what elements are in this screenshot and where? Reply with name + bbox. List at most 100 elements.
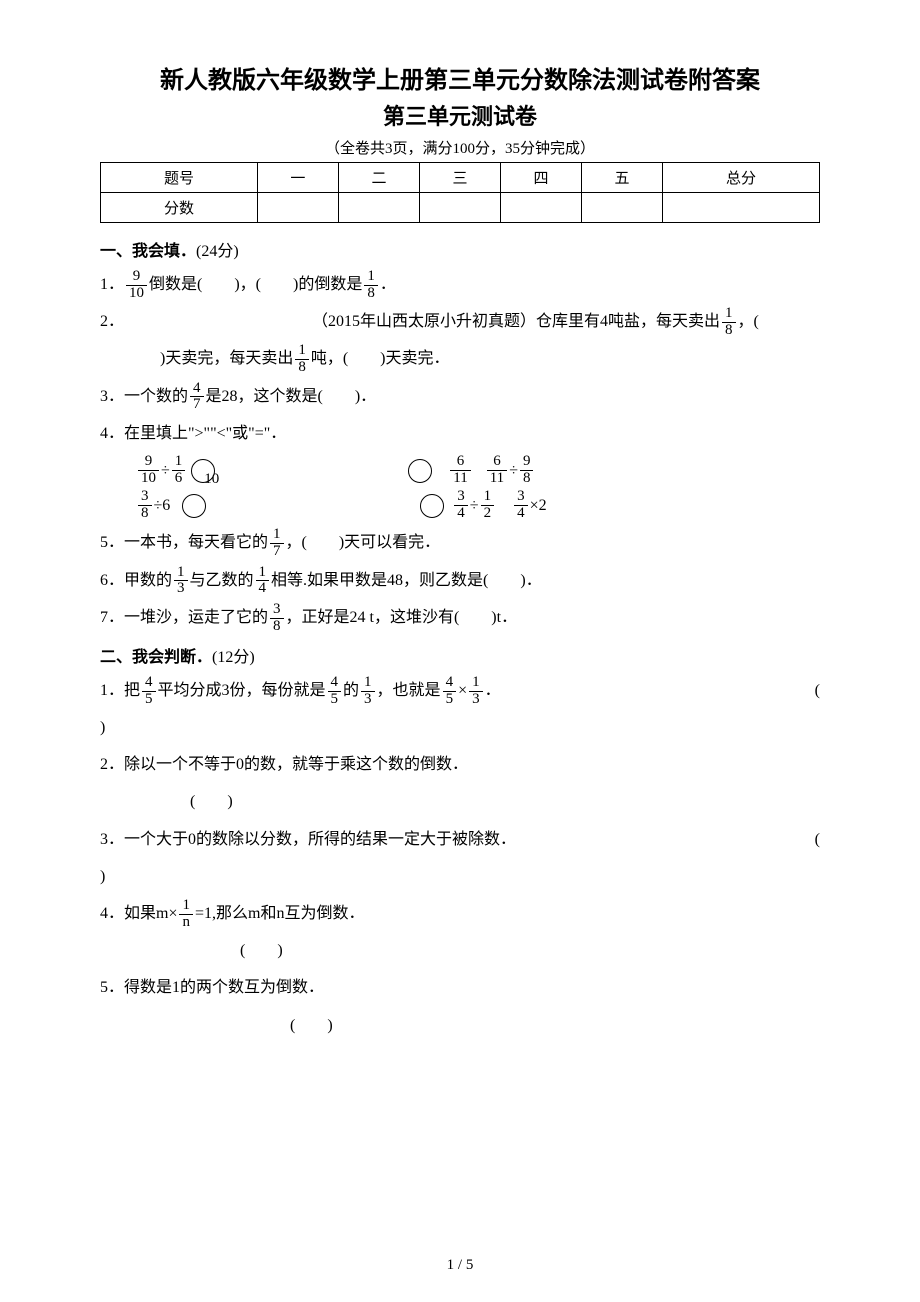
text: 6．甲数的: [100, 572, 172, 589]
question-2-2: 2．除以一个不等于0的数，就等于乘这个数的倒数．: [100, 747, 820, 782]
text: 倒数是( )，( )的倒数是: [149, 276, 362, 293]
compare-row: 38÷6 34÷12 34×2: [136, 488, 820, 523]
section-points: (12分): [212, 649, 255, 666]
score-table: 题号 一 二 三 四 五 总分 分数: [100, 162, 820, 223]
fraction: 45: [443, 675, 457, 708]
question-1-7: 7．一堆沙，运走了它的38，正好是24 t，这堆沙有( )t．: [100, 600, 820, 635]
section-2-head: 二、我会判断．(12分): [100, 643, 820, 667]
section-1-head: 一、我会填．(24分): [100, 237, 820, 261]
cell: [338, 193, 419, 223]
paren: (: [815, 822, 820, 857]
fraction: 34: [514, 489, 528, 522]
fraction: 14: [256, 565, 270, 598]
cell: 二: [338, 163, 419, 193]
text: 7．一堆沙，运走了它的: [100, 609, 268, 626]
fraction: 16: [172, 454, 186, 487]
question-2-1: 1．把45平均分成3份，每份就是45的13，也就是45×13． (: [100, 673, 820, 708]
doc-subtitle: 第三单元测试卷: [100, 99, 820, 131]
fraction: 18: [722, 306, 736, 339]
paren-line: ): [100, 859, 820, 894]
cell: 一: [257, 163, 338, 193]
text: 1．把: [100, 682, 140, 699]
cell: [500, 193, 581, 223]
text: 3．一个数的: [100, 388, 188, 405]
op: ÷: [154, 488, 163, 523]
fraction: 18: [364, 269, 378, 302]
fraction: 45: [142, 675, 156, 708]
fraction: 1n: [179, 898, 193, 931]
text: ，(: [738, 313, 759, 330]
section-points: (24分): [196, 243, 239, 260]
op: ÷: [509, 453, 518, 488]
cell: 总分: [663, 163, 820, 193]
num: 2: [539, 488, 547, 523]
question-1-2-cont: )天卖完，每天卖出18吨，( )天卖完．: [128, 341, 820, 376]
question-1-2: 2． （2015年山西太原小升初真题）仓库里有4吨盐，每天卖出18，(: [100, 304, 820, 339]
doc-meta: （全卷共3页，满分100分，35分钟完成）: [100, 137, 820, 158]
fraction: 45: [328, 675, 342, 708]
compare-cell: 611 611÷98: [404, 453, 535, 488]
fraction: 13: [469, 675, 483, 708]
fraction: 17: [270, 527, 284, 560]
blank-circle-icon: [408, 459, 432, 483]
compare-row: 910÷16 10 611 611÷98: [136, 453, 820, 488]
text: ×: [458, 682, 467, 699]
bracket-line: ( ): [240, 933, 820, 968]
text: 相等.如果甲数是48，则乙数是( )．: [271, 572, 542, 589]
text: ，也就是: [377, 682, 441, 699]
fraction: 10: [201, 472, 222, 488]
text: ．: [380, 276, 396, 293]
question-1-4: 4．在里填上">""<"或"="．: [100, 416, 820, 451]
bracket-line: ( ): [290, 1008, 820, 1043]
text: ，( )天可以看完．: [286, 534, 441, 551]
question-1-5: 5．一本书，每天看它的17，( )天可以看完．: [100, 525, 820, 560]
text: 1．: [100, 276, 124, 293]
op: ÷: [161, 453, 170, 488]
fraction: 98: [520, 454, 534, 487]
op: ÷: [470, 488, 479, 523]
text: ．: [485, 682, 501, 699]
text: 吨，( )天卖完．: [311, 350, 450, 367]
cell: 五: [581, 163, 662, 193]
fraction: 38: [138, 489, 152, 522]
paren: (: [815, 673, 820, 708]
text: 2．: [100, 313, 124, 330]
cell: 分数: [101, 193, 258, 223]
compare-cell: 34÷12 34×2: [416, 488, 546, 523]
fraction: 13: [361, 675, 375, 708]
fraction: 910: [126, 269, 147, 302]
fraction: 34: [454, 489, 468, 522]
compare-cell: 910÷16 10: [136, 453, 224, 488]
text: 5．一本书，每天看它的: [100, 534, 268, 551]
page: 新人教版六年级数学上册第三单元分数除法测试卷附答案 第三单元测试卷 （全卷共3页…: [0, 0, 920, 1302]
fraction: 13: [174, 565, 188, 598]
question-1-6: 6．甲数的13与乙数的14相等.如果甲数是48，则乙数是( )．: [100, 563, 820, 598]
question-1-3: 3．一个数的47是28，这个数是( )．: [100, 379, 820, 414]
question-2-4: 4．如果m×1n=1,那么m和n互为倒数．: [100, 896, 820, 931]
question-1-1: 1．910倒数是( )，( )的倒数是18．: [100, 267, 820, 302]
section-label: 二、我会判断．: [100, 649, 212, 666]
fraction: 47: [190, 381, 204, 414]
fraction: 12: [481, 489, 495, 522]
fraction: 611: [450, 454, 470, 487]
table-row: 分数: [101, 193, 820, 223]
paren-line: ): [100, 710, 820, 745]
cell: 三: [419, 163, 500, 193]
bracket-line: ( ): [190, 784, 820, 819]
compare-cell: 38÷6: [136, 488, 210, 523]
text: 是28，这个数是( )．: [206, 388, 377, 405]
fraction: 910: [138, 454, 159, 487]
blank-circle-icon: [182, 494, 206, 518]
text: ，正好是24 t，这堆沙有( )t．: [286, 609, 518, 626]
fraction: 38: [270, 602, 284, 635]
fraction: 18: [295, 343, 309, 376]
text: )天卖完，每天卖出: [128, 350, 293, 367]
question-2-3: 3．一个大于0的数除以分数，所得的结果一定大于被除数． (: [100, 822, 820, 857]
text: 与乙数的: [190, 572, 254, 589]
text: 4．如果m×: [100, 905, 177, 922]
cell: 四: [500, 163, 581, 193]
num: 6: [162, 488, 170, 523]
text: 平均分成3份，每份就是: [158, 682, 326, 699]
text: 3．一个大于0的数除以分数，所得的结果一定大于被除数．: [100, 831, 516, 848]
cell: [419, 193, 500, 223]
